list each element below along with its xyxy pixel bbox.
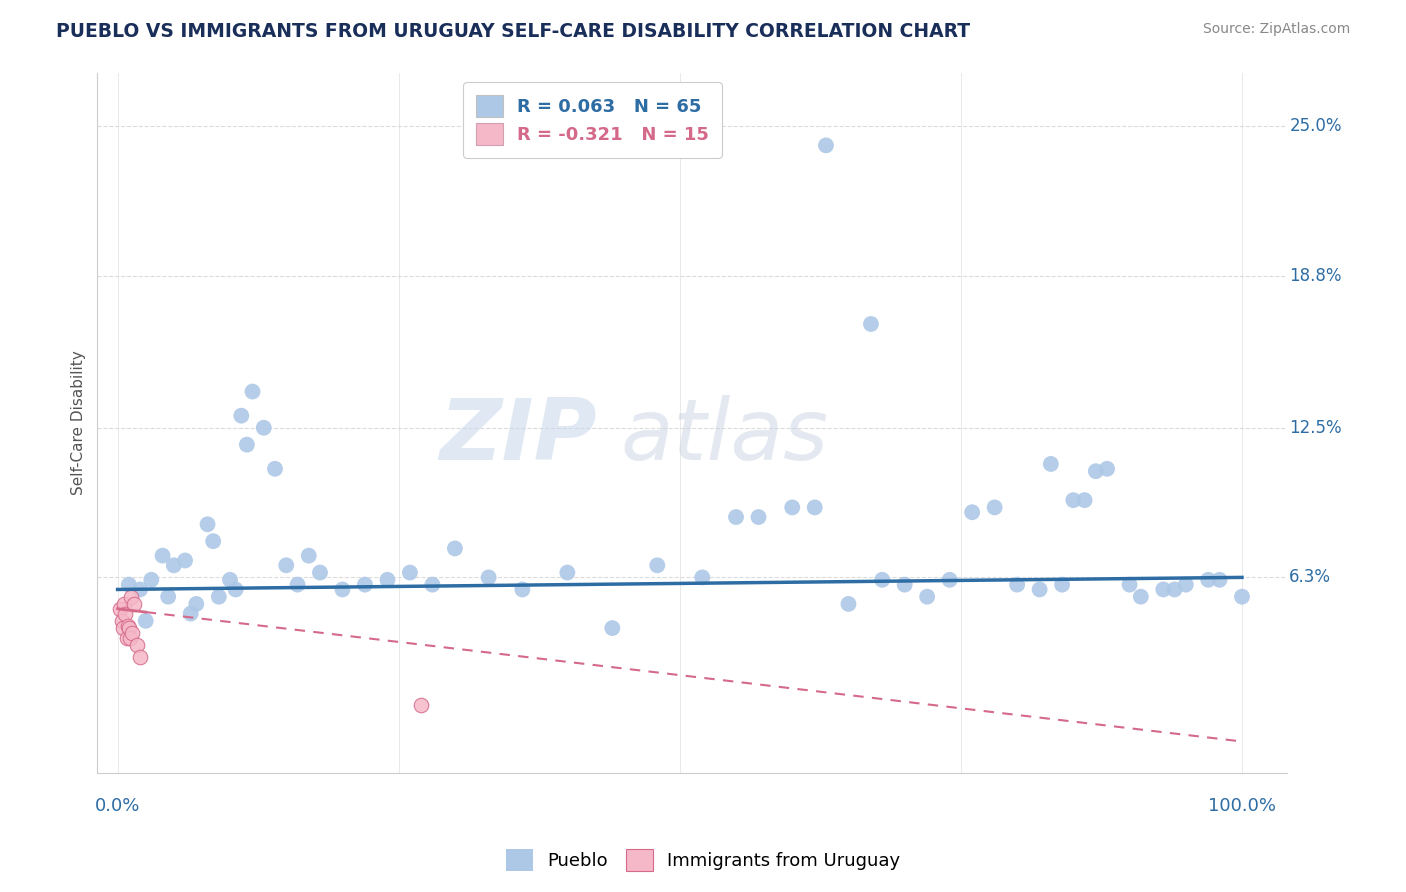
Text: 100.0%: 100.0%	[1208, 797, 1277, 815]
Point	[120, 590, 142, 604]
Point	[236, 437, 259, 451]
Point	[174, 553, 197, 567]
Point	[1152, 582, 1174, 597]
Point	[1163, 582, 1185, 597]
Point	[1095, 462, 1118, 476]
Point	[1230, 590, 1253, 604]
Point	[557, 566, 579, 580]
Point	[1174, 577, 1197, 591]
Point	[647, 558, 669, 573]
Point	[1050, 577, 1073, 591]
Point	[1073, 493, 1095, 508]
Point	[1039, 457, 1062, 471]
Point	[118, 577, 141, 591]
Point	[264, 462, 287, 476]
Point	[124, 597, 146, 611]
Point	[938, 573, 960, 587]
Point	[112, 597, 135, 611]
Point	[253, 421, 276, 435]
Point	[602, 621, 624, 635]
Point	[163, 558, 186, 573]
Text: 18.8%: 18.8%	[1289, 267, 1341, 285]
Point	[197, 517, 219, 532]
Point	[803, 500, 825, 515]
Point	[298, 549, 321, 563]
Point	[724, 510, 747, 524]
Point	[111, 614, 134, 628]
Point	[1028, 582, 1050, 597]
Point	[152, 549, 174, 563]
Point	[202, 534, 225, 549]
Point	[208, 590, 231, 604]
Point	[1208, 573, 1230, 587]
Point	[231, 409, 253, 423]
Point	[141, 573, 163, 587]
Point	[242, 384, 264, 399]
Point	[915, 590, 938, 604]
Point	[118, 631, 141, 645]
Text: atlas: atlas	[621, 395, 828, 478]
Point	[444, 541, 467, 556]
Y-axis label: Self-Care Disability: Self-Care Disability	[72, 351, 86, 495]
Point	[1118, 577, 1140, 591]
Text: 25.0%: 25.0%	[1289, 117, 1341, 135]
Text: PUEBLO VS IMMIGRANTS FROM URUGUAY SELF-CARE DISABILITY CORRELATION CHART: PUEBLO VS IMMIGRANTS FROM URUGUAY SELF-C…	[56, 22, 970, 41]
Point	[1129, 590, 1152, 604]
Legend: R = 0.063   N = 65, R = -0.321   N = 15: R = 0.063 N = 65, R = -0.321 N = 15	[463, 82, 721, 158]
Point	[309, 566, 332, 580]
Point	[180, 607, 202, 621]
Point	[108, 601, 131, 615]
Text: ZIP: ZIP	[439, 395, 598, 478]
Point	[112, 621, 135, 635]
Point	[121, 626, 143, 640]
Point	[1005, 577, 1028, 591]
Point	[219, 573, 242, 587]
Point	[1197, 573, 1219, 587]
Point	[115, 631, 138, 645]
Point	[125, 638, 148, 652]
Point	[157, 590, 180, 604]
Point	[129, 582, 152, 597]
Point	[276, 558, 298, 573]
Point	[747, 510, 769, 524]
Point	[377, 573, 399, 587]
Point	[411, 698, 433, 713]
Point	[780, 500, 803, 515]
Point	[1084, 464, 1107, 478]
Point	[186, 597, 208, 611]
Point	[422, 577, 444, 591]
Point	[837, 597, 859, 611]
Point	[354, 577, 377, 591]
Point	[893, 577, 915, 591]
Point	[225, 582, 247, 597]
Point	[129, 650, 152, 665]
Text: Source: ZipAtlas.com: Source: ZipAtlas.com	[1202, 22, 1350, 37]
Point	[135, 614, 157, 628]
Point	[512, 582, 534, 597]
Point	[332, 582, 354, 597]
Point	[478, 570, 501, 584]
Point	[399, 566, 422, 580]
Point	[814, 138, 837, 153]
Point	[118, 621, 141, 635]
Point	[117, 618, 139, 632]
Point	[114, 607, 136, 621]
Legend: Pueblo, Immigrants from Uruguay: Pueblo, Immigrants from Uruguay	[498, 842, 908, 879]
Point	[1062, 493, 1084, 508]
Text: 0.0%: 0.0%	[94, 797, 141, 815]
Point	[690, 570, 713, 584]
Point	[960, 505, 983, 519]
Point	[870, 573, 893, 587]
Text: 12.5%: 12.5%	[1289, 418, 1341, 437]
Point	[983, 500, 1005, 515]
Point	[287, 577, 309, 591]
Point	[859, 317, 882, 331]
Text: 6.3%: 6.3%	[1289, 568, 1331, 586]
